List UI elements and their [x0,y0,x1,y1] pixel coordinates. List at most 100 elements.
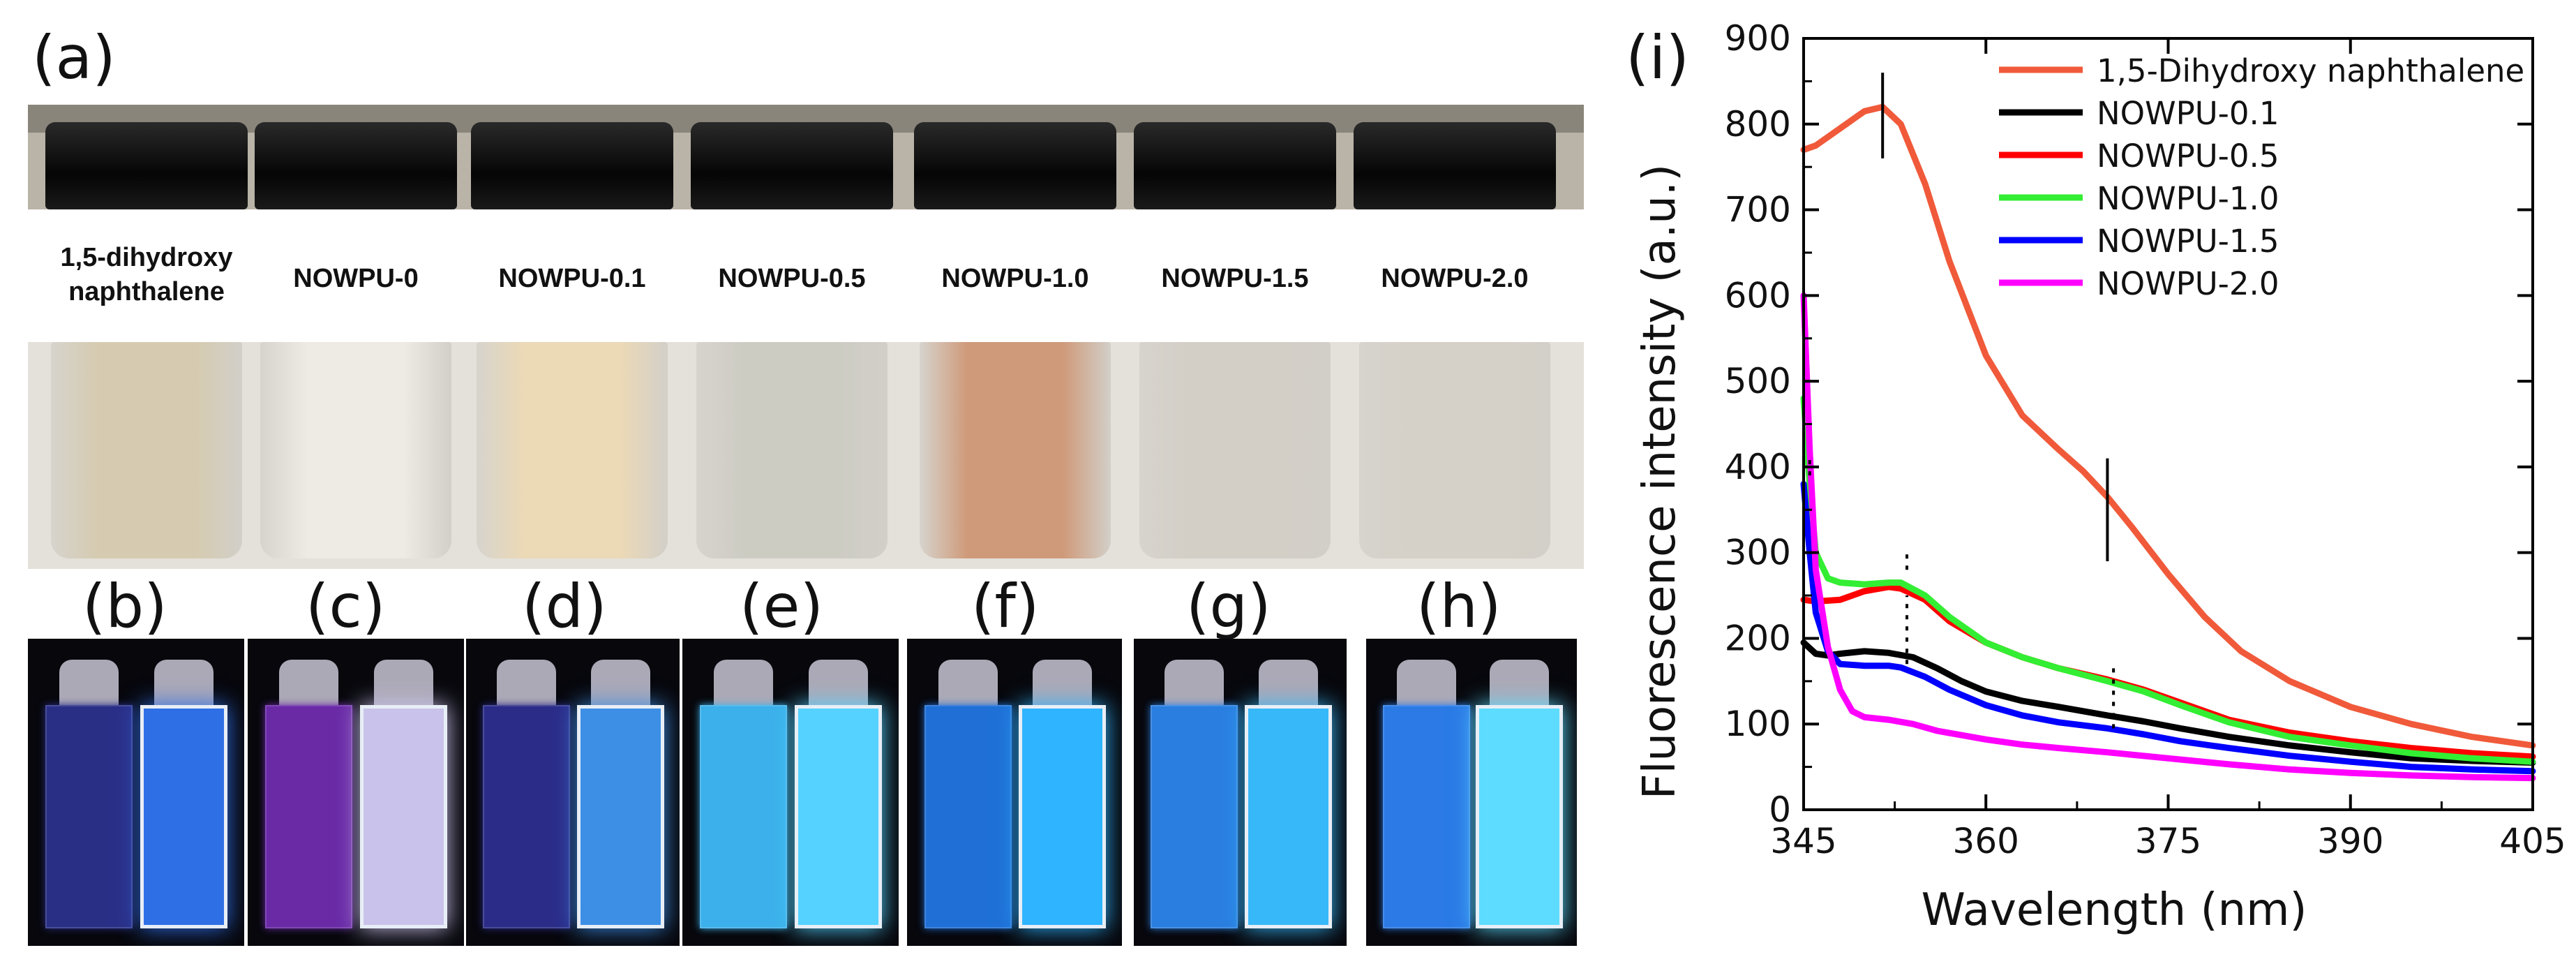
y-tick-label: 400 [1725,447,1791,487]
vial-label: NOWPU-0.5 [673,262,911,296]
vial-liquid [477,342,668,558]
panel-label-a: (a) [32,23,116,93]
vial-label-line1: 1,5-dihydroxy [60,243,233,272]
x-axis-title: Wavelength (nm) [1922,884,2307,936]
vial-label: NOWPU-1.0 [897,262,1134,296]
panel-label-f: (f) [971,572,1040,642]
vial-label-line1: NOWPU-1.0 [941,264,1089,293]
panel-label-i: (i) [1626,23,1689,93]
legend-label: NOWPU-1.0 [2097,180,2279,217]
vial-cap [1354,122,1556,209]
vial-label: NOWPU-0 [237,262,474,296]
cuvette [1476,705,1563,928]
cuvette-cap [1259,660,1318,709]
vial-label-line1: NOWPU-0.1 [498,264,646,293]
legend-label: NOWPU-0.1 [2097,95,2279,132]
series-line [1800,639,2536,766]
cuvette [1245,705,1332,928]
y-tick-label: 300 [1725,533,1791,573]
uv-cuvette-photo [682,639,899,946]
cuvette [1151,705,1238,928]
vial-liquid [920,342,1111,558]
x-tick-label: 405 [2499,821,2566,861]
vial-label-line1: NOWPU-2.0 [1381,264,1529,293]
y-tick-label: 700 [1725,190,1791,230]
cuvette-cap [279,660,338,709]
cuvette-cap [809,660,868,709]
uv-cuvette-photo [28,639,244,946]
vial-cap [45,122,248,209]
vial-cap [471,122,673,209]
cuvette-cap [1033,660,1092,709]
vial-label: NOWPU-1.5 [1116,262,1354,296]
vial-liquid [1359,342,1550,558]
cuvette-cap [1490,660,1549,709]
cuvette [360,705,447,928]
cuvette-cap [154,660,214,709]
y-tick-label: 600 [1725,275,1791,316]
cuvette [1019,705,1106,928]
uv-cuvette-photo [248,639,464,946]
series-line [1800,103,2536,749]
series-line [1800,395,2536,765]
cuvette [1383,705,1470,928]
legend-label: NOWPU-2.0 [2097,265,2279,302]
cuvette-cap [497,660,556,709]
y-tick-label: 100 [1725,704,1791,744]
cuvette [577,705,664,928]
panel-label-e: (e) [740,572,824,642]
legend-label: NOWPU-1.5 [2097,223,2279,260]
vial-cap [691,122,893,209]
uv-cuvette-photo [1366,639,1577,946]
cuvette-cap [374,660,433,709]
vial-label: NOWPU-2.0 [1336,262,1573,296]
panel-label-h: (h) [1416,572,1502,642]
cuvette-cap [938,660,998,709]
uv-cuvette-photo [907,639,1122,946]
x-tick-label: 345 [1770,821,1836,861]
vial-liquid [696,342,888,558]
vial-liquid [260,342,451,558]
x-tick-label: 390 [2317,821,2383,861]
y-tick-label: 500 [1725,361,1791,401]
x-tick-label: 360 [1953,821,2019,861]
cuvette [45,705,133,928]
vial-label: 1,5-dihydroxy naphthalene [28,241,265,310]
vial-liquid [51,342,242,558]
uv-cuvette-photo [1134,639,1347,946]
cuvette [265,705,352,928]
cuvette [924,705,1012,928]
vial-label-line1: NOWPU-0 [293,264,419,293]
y-tick-label: 200 [1725,618,1791,658]
panel-label-g: (g) [1186,572,1271,642]
cuvette [795,705,882,928]
series-line [1800,292,2536,782]
panel-label-d: (d) [522,572,607,642]
cuvette-cap [591,660,650,709]
vial-cap [1134,122,1336,209]
legend-label: 1,5-Dihydroxy naphthalene [2097,52,2524,89]
cuvette-cap [714,660,773,709]
vial-liquid [1139,342,1331,558]
vial-cap [914,122,1116,209]
vial-label-line2: naphthalene [68,277,225,307]
cuvette [483,705,570,928]
vial-label-line1: NOWPU-0.5 [718,264,866,293]
cuvette [140,705,227,928]
cuvette-cap [1397,660,1456,709]
legend-label: NOWPU-0.5 [2097,138,2279,175]
y-tick-label: 900 [1725,18,1791,59]
vial-label: NOWPU-0.1 [454,262,691,296]
vial-label-line1: NOWPU-1.5 [1161,264,1309,293]
vial-cap [255,122,457,209]
cuvette-cap [1165,660,1224,709]
y-tick-label: 0 [1769,790,1791,830]
y-tick-label: 800 [1725,104,1791,144]
y-axis-title: Fluorescence intensity (a.u.) [1634,164,1686,799]
uv-cuvette-photo [466,639,680,946]
panel-label-c: (c) [306,572,386,642]
cuvette-cap [59,660,119,709]
panel-label-b: (b) [82,572,167,642]
cuvette [700,705,787,928]
